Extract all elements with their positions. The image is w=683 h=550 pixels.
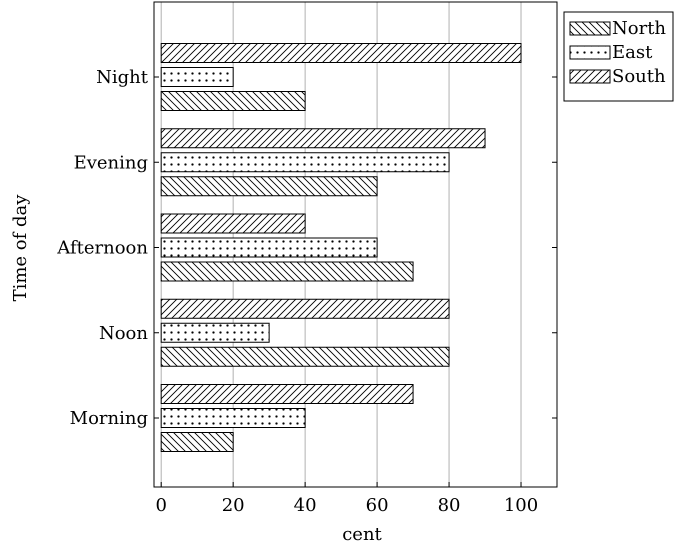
x-tick-label: 80 <box>438 495 461 516</box>
legend: North East South <box>563 11 674 102</box>
legend-label-east: East <box>612 42 653 63</box>
legend-label-south: South <box>612 66 666 87</box>
legend-swatch-east <box>569 45 611 60</box>
bar-north-afternoon <box>160 261 414 282</box>
bar-south-noon <box>160 298 450 319</box>
labels: cent Time of day 0 20 40 60 80 100 Morning Noon… <box>10 67 538 545</box>
bar-south-evening <box>160 128 486 149</box>
x-axis-title: cent <box>342 524 382 545</box>
bar-south-afternoon <box>160 213 306 234</box>
bar-east-night <box>160 67 234 87</box>
bar-south-night <box>160 43 522 63</box>
x-tick-label: 100 <box>504 495 538 516</box>
legend-swatch-north <box>569 21 611 36</box>
y-tick-label: Noon <box>99 323 148 344</box>
x-tick-label: 60 <box>366 495 389 516</box>
bar-north-morning <box>160 432 234 452</box>
legend-swatch-south <box>569 69 611 84</box>
bar-east-evening <box>160 152 450 173</box>
x-tick-label: 20 <box>222 495 245 516</box>
bar-south-morning <box>160 384 414 404</box>
bar-north-evening <box>160 176 378 197</box>
bar-east-afternoon <box>160 237 378 258</box>
bar-north-night <box>160 91 306 111</box>
y-tick-label: Morning <box>70 408 148 429</box>
x-tick-label: 40 <box>294 495 317 516</box>
y-tick-label: Night <box>96 67 149 88</box>
plot-frame <box>153 1 558 488</box>
bars <box>160 43 522 452</box>
bar-east-morning <box>160 408 306 428</box>
y-tick-label: Afternoon <box>56 238 148 259</box>
y-axis-title: Time of day <box>10 194 31 302</box>
bar-north-noon <box>160 346 450 367</box>
axes <box>153 1 558 488</box>
y-tick-label: Evening <box>74 152 148 173</box>
legend-label-north: North <box>612 18 666 39</box>
x-tick-label: 0 <box>155 495 166 516</box>
bar-east-noon <box>160 322 270 343</box>
